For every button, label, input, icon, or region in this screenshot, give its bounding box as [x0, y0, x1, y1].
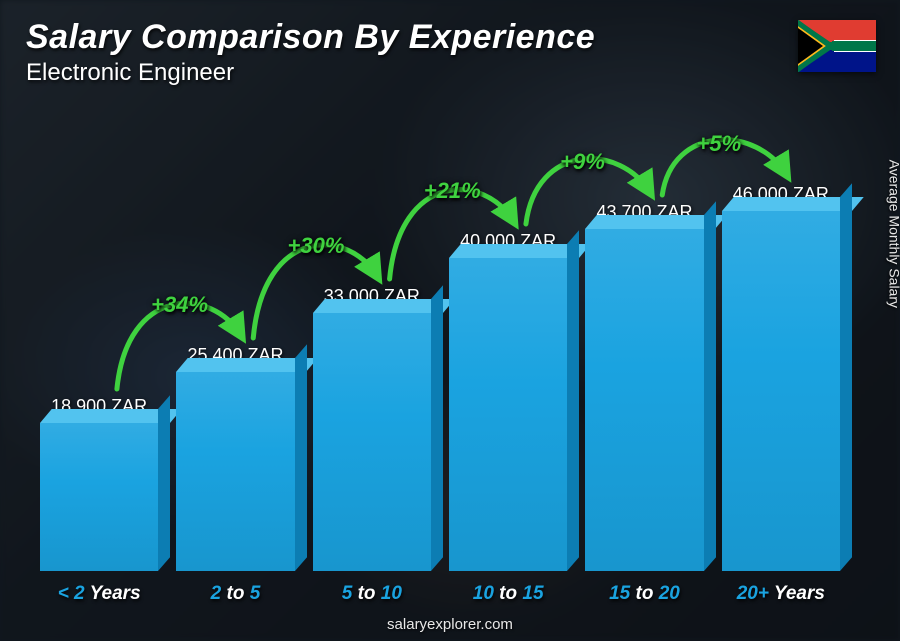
category-axis: < 2 Years2 to 55 to 1010 to 1515 to 2020… [40, 583, 840, 605]
category-label: 5 to 10 [313, 583, 431, 605]
bar-side-face [567, 230, 579, 571]
delta-pct-label: +9% [560, 149, 605, 175]
bar-front-face [313, 313, 431, 571]
stage: Salary Comparison By Experience Electron… [0, 0, 900, 641]
category-range-end: 5 [250, 583, 261, 604]
bar-front-face [449, 258, 567, 571]
footer-credit: salaryexplorer.com [0, 616, 900, 633]
bar-column: 18,900 ZAR [40, 396, 158, 571]
category-range-start: < 2 [58, 583, 85, 604]
category-label: 15 to 20 [585, 583, 703, 605]
category-range-end: 10 [381, 583, 402, 604]
category-label: 10 to 15 [449, 583, 567, 605]
bar-column: 25,400 ZAR [176, 345, 294, 571]
category-range-mid: to [636, 583, 654, 604]
category-range-mid: to [227, 583, 245, 604]
category-label: 20+ Years [722, 583, 840, 605]
bar [176, 372, 294, 571]
bar-column: 46,000 ZAR [722, 184, 840, 571]
bar-side-face [704, 201, 716, 571]
category-range-mid: to [499, 583, 517, 604]
delta-pct-label: +30% [288, 233, 345, 259]
bar-column: 43,700 ZAR [585, 202, 703, 571]
page-title: Salary Comparison By Experience [26, 18, 595, 57]
category-range-end: 15 [522, 583, 543, 604]
bar-front-face [176, 372, 294, 571]
bar [313, 313, 431, 571]
category-range-start: 15 [609, 583, 630, 604]
category-range-end: 20 [659, 583, 680, 604]
bar-side-face [158, 395, 170, 571]
bar [722, 211, 840, 571]
bar-side-face [840, 183, 852, 571]
category-range-start: 5 [342, 583, 353, 604]
title-block: Salary Comparison By Experience Electron… [26, 18, 595, 87]
bar-front-face [40, 423, 158, 571]
bar-front-face [585, 229, 703, 571]
delta-pct-label: +21% [424, 178, 481, 204]
bar-side-face [431, 285, 443, 571]
bar-front-face [722, 211, 840, 571]
category-range-end: Years [90, 583, 141, 604]
bar [40, 423, 158, 571]
category-label: 2 to 5 [176, 583, 294, 605]
flag-icon [798, 20, 876, 72]
bar-column: 40,000 ZAR [449, 231, 567, 571]
category-label: < 2 Years [40, 583, 158, 605]
page-subtitle: Electronic Engineer [26, 59, 595, 87]
delta-pct-label: +34% [151, 292, 208, 318]
bar-side-face [295, 344, 307, 571]
bar [449, 258, 567, 571]
y-axis-label: Average Monthly Salary [886, 160, 900, 308]
bar-column: 33,000 ZAR [313, 286, 431, 571]
category-range-start: 2 [211, 583, 222, 604]
category-range-end: Years [774, 583, 825, 604]
bar [585, 229, 703, 571]
category-range-mid: to [358, 583, 376, 604]
category-range-start: 10 [473, 583, 494, 604]
delta-pct-label: +5% [697, 131, 742, 157]
category-range-start: 20+ [737, 583, 769, 604]
